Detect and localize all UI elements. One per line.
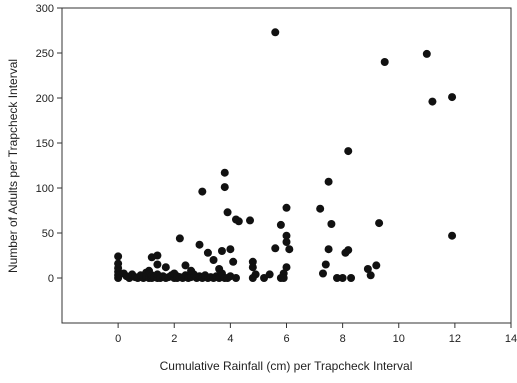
data-point (248, 274, 257, 282)
data-point (375, 219, 384, 228)
y-axis-title: Number of Adults per Trapcheck Interval (6, 59, 20, 273)
data-point (279, 274, 288, 282)
data-point (265, 270, 274, 279)
x-tick-label: 12 (449, 333, 461, 345)
data-point (347, 274, 356, 282)
x-tick-label: 10 (393, 333, 405, 345)
data-point (333, 274, 342, 282)
data-point (195, 240, 204, 249)
y-tick-label: 50 (42, 228, 54, 240)
data-point (324, 245, 333, 254)
data-point (448, 231, 457, 240)
x-axis-title: Cumulative Rainfall (cm) per Trapcheck I… (160, 359, 413, 373)
data-point (220, 168, 229, 177)
data-point (324, 177, 333, 186)
x-tick-label: 0 (115, 333, 121, 345)
data-point (321, 260, 330, 269)
data-point (248, 263, 257, 272)
data-point (114, 252, 123, 261)
data-point (282, 238, 291, 246)
data-point (220, 183, 229, 192)
data-point (448, 93, 457, 102)
data-point (271, 244, 280, 253)
y-tick-label: 300 (36, 3, 54, 15)
data-point (318, 269, 327, 278)
data-point (282, 263, 291, 272)
x-tick-label: 14 (505, 333, 517, 345)
data-point (153, 251, 162, 260)
y-tick-label: 0 (48, 273, 54, 285)
data-point (187, 266, 196, 275)
data-point (175, 234, 184, 243)
y-tick-label: 200 (36, 93, 54, 105)
y-tick-label: 150 (36, 138, 54, 150)
data-point (209, 256, 218, 264)
y-tick-label: 100 (36, 183, 54, 195)
data-point (366, 271, 375, 280)
data-point (338, 274, 347, 282)
data-point (271, 28, 280, 37)
data-point (282, 231, 291, 240)
data-point (226, 245, 235, 254)
data-point (153, 260, 162, 269)
data-point (285, 245, 294, 254)
data-point (231, 274, 240, 282)
data-point (372, 261, 381, 270)
x-tick-label: 2 (171, 333, 177, 345)
data-points (114, 28, 457, 282)
y-axis: 0 50 100 150 200 250 300 (36, 3, 62, 285)
y-tick-label: 250 (36, 48, 54, 60)
data-point (327, 220, 336, 228)
x-tick-label: 8 (340, 333, 346, 345)
data-point (215, 265, 224, 273)
x-tick-label: 4 (227, 333, 233, 345)
data-point (203, 248, 212, 257)
data-point (380, 58, 389, 66)
data-point (363, 265, 372, 273)
data-point (422, 49, 431, 58)
data-point (344, 147, 353, 156)
data-point (276, 220, 285, 229)
data-point (316, 204, 325, 213)
data-point (217, 247, 226, 255)
x-tick-label: 6 (283, 333, 289, 345)
data-point (246, 216, 255, 225)
x-axis: 0 2 4 6 8 10 12 14 (115, 323, 517, 345)
data-point (229, 257, 238, 266)
data-point (428, 97, 437, 106)
data-point (161, 263, 170, 272)
data-point (114, 274, 123, 282)
data-point (341, 248, 350, 257)
data-point (223, 208, 232, 217)
data-point (282, 203, 291, 212)
data-point (198, 187, 207, 196)
data-point (181, 261, 190, 270)
data-point (231, 215, 240, 224)
